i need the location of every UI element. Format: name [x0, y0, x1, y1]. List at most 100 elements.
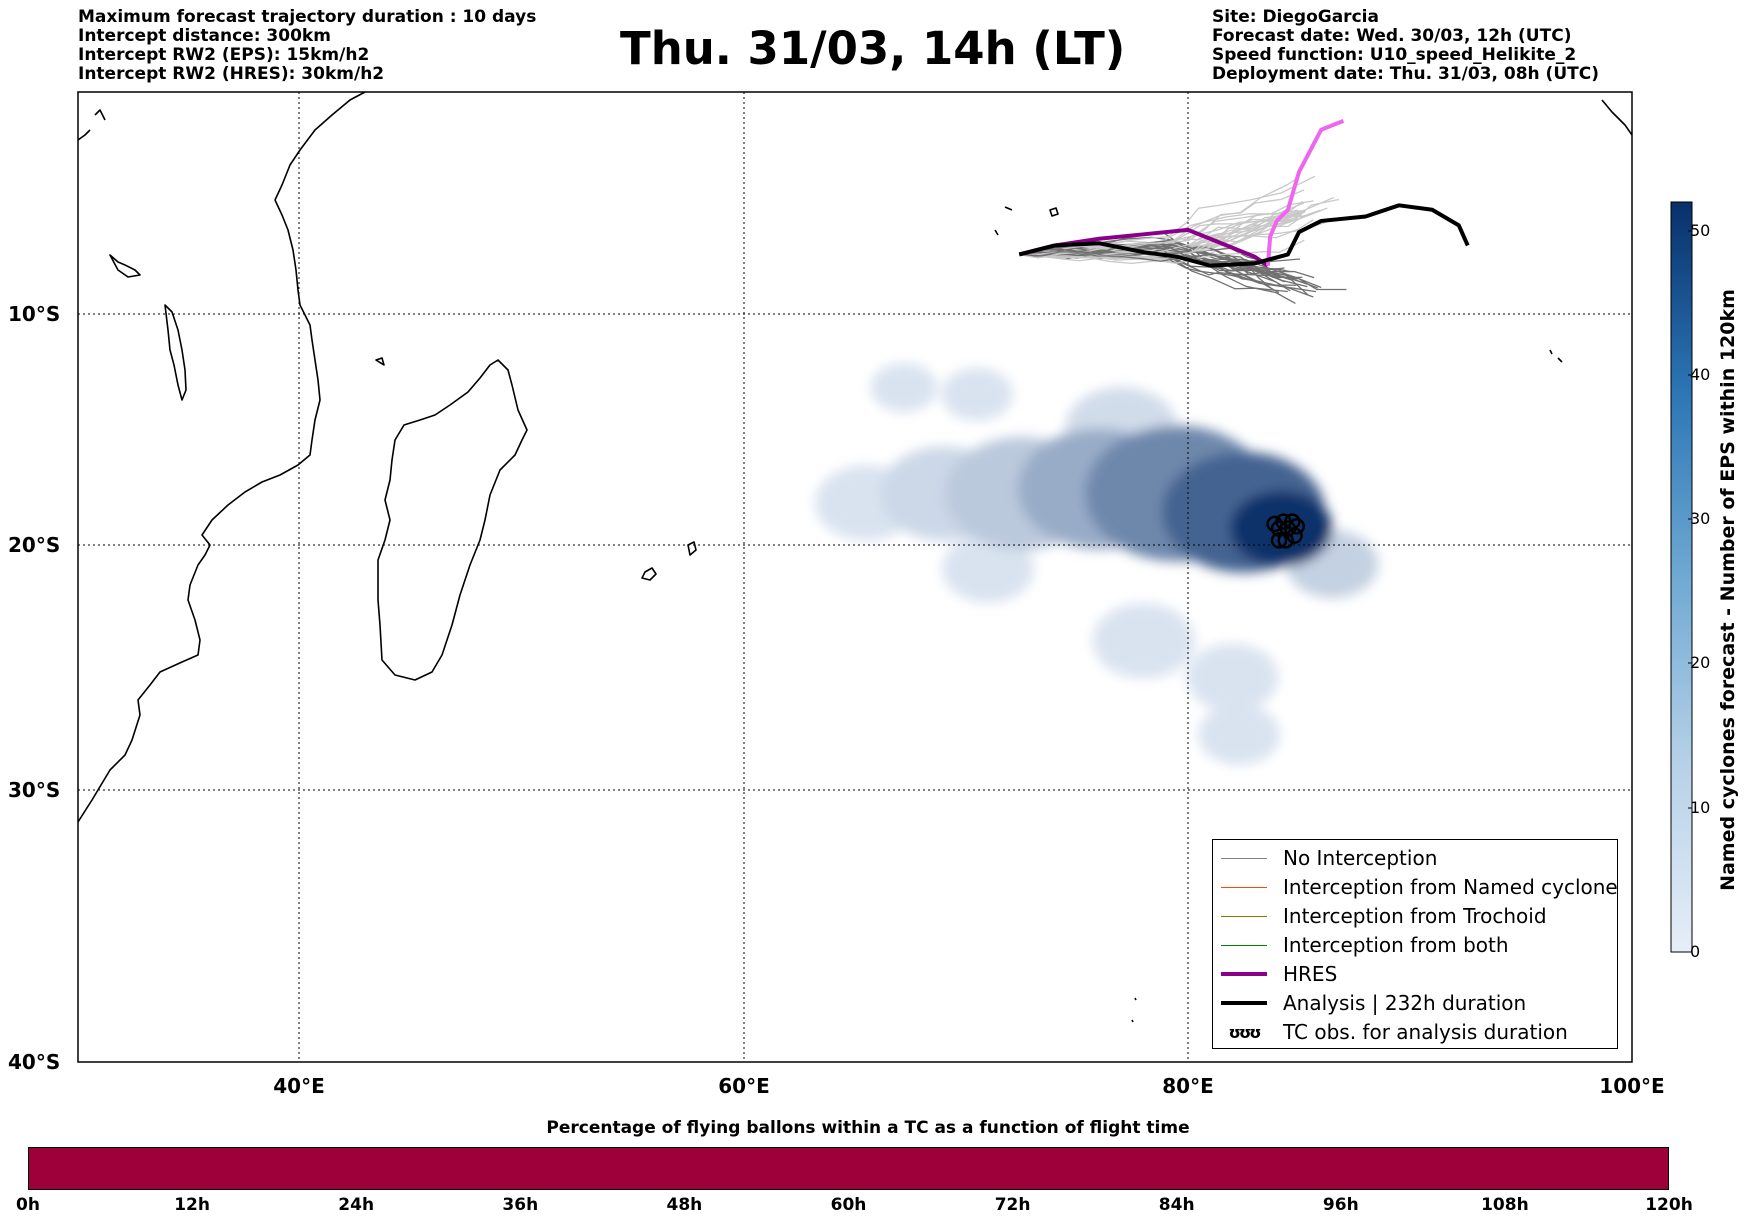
tc-percentage-fill [29, 1148, 1668, 1189]
legend-label: Interception from Trochoid [1283, 904, 1547, 928]
lat-label-30s: 30°S [8, 778, 61, 802]
progress-tick-label: 24h [338, 1195, 375, 1215]
colorbar [1670, 201, 1693, 953]
legend-item: Analysis | 232h duration [1221, 989, 1526, 1017]
analysis-track [1018, 203, 1470, 268]
colorbar-tick-30: 30 [1690, 509, 1711, 528]
madagascar-coastline [377, 359, 528, 681]
map-frame [77, 91, 1633, 1063]
colorbar-tick-0: 0 [1690, 942, 1701, 961]
header-left-line-1: Intercept distance: 300km [78, 26, 331, 46]
tc-obs-symbol-icon: ʊʊʊ [1228, 1022, 1261, 1042]
legend-item: ʊʊʊ TC obs. for analysis duration [1221, 1018, 1568, 1046]
header-right-line-3: Deployment date: Thu. 31/03, 08h (UTC) [1212, 64, 1599, 84]
hres-track-late [1265, 118, 1345, 266]
progress-tick-label: 120h [1645, 1195, 1693, 1215]
progress-tick-label: 12h [174, 1195, 210, 1215]
legend-label: TC obs. for analysis duration [1283, 1020, 1568, 1044]
legend-swatch [1221, 972, 1267, 976]
lake-outline [164, 304, 187, 401]
island-mauritius [641, 567, 657, 581]
coastlines [78, 92, 1632, 1023]
density-blob [942, 534, 1035, 603]
legend-swatch [1221, 915, 1267, 917]
ensemble-trajectory [1019, 245, 1296, 305]
legend-swatch [1221, 944, 1267, 946]
density-blob [1092, 603, 1195, 679]
progress-tick-label: 108h [1481, 1195, 1529, 1215]
density-blob [870, 363, 938, 413]
legend-label: No Interception [1283, 846, 1438, 870]
island-east [1549, 349, 1563, 363]
density-blob [1186, 643, 1279, 712]
colorbar-ticks [1688, 230, 1692, 953]
lon-label-80e: 80°E [1162, 1074, 1214, 1098]
legend-item: Interception from Named cyclone [1221, 873, 1618, 901]
legend-item: HRES [1221, 960, 1337, 988]
island-comoros [375, 357, 385, 366]
island-sri [1049, 207, 1059, 217]
map-legend: No Interception Interception from Named c… [1212, 839, 1618, 1049]
island-amsterdam [1131, 997, 1137, 1023]
legend-item: Interception from Trochoid [1221, 902, 1547, 930]
density-blob [1198, 704, 1280, 765]
legend-label: Analysis | 232h duration [1283, 991, 1527, 1015]
colorbar-tick-50: 50 [1690, 221, 1711, 240]
island-reunion [687, 541, 697, 556]
colorbar-tick-10: 10 [1690, 798, 1711, 817]
tc-obs-marker [1277, 532, 1294, 549]
lat-label-10s: 10°S [8, 302, 61, 326]
page-title: Thu. 31/03, 14h (LT) [620, 22, 1126, 75]
ensemble-trajectory [1019, 214, 1302, 256]
africa-coast-north [78, 109, 106, 141]
header-right-line-1: Forecast date: Wed. 30/03, 12h (UTC) [1212, 26, 1572, 46]
map-area [78, 92, 1632, 1062]
header-left-line-0: Maximum forecast trajectory duration : 1… [78, 7, 537, 27]
header-left-line-2: Intercept RW2 (EPS): 15km/h2 [78, 45, 370, 65]
tc-observations [1266, 513, 1306, 549]
ensemble-trajectory [1019, 248, 1317, 293]
legend-item: No Interception [1221, 844, 1437, 872]
africa-coastline [78, 92, 366, 823]
lon-label-60e: 60°E [718, 1074, 770, 1098]
ensemble-trajectory [1019, 218, 1294, 265]
progress-tick-label: 0h [16, 1195, 40, 1215]
colorbar-tick-20: 20 [1690, 653, 1711, 672]
progress-tick-label: 60h [830, 1195, 867, 1215]
legend-swatch [1221, 857, 1267, 859]
header-left-line-3: Intercept RW2 (HRES): 30km/h2 [78, 64, 385, 84]
tc-percentage-bar [28, 1147, 1669, 1190]
lake-victoria [109, 254, 141, 278]
progress-tick-label: 84h [1158, 1195, 1195, 1215]
lat-label-40s: 40°S [8, 1050, 61, 1074]
legend-label: Interception from both [1283, 933, 1509, 957]
lon-label-100e: 100°E [1599, 1074, 1665, 1098]
legend-item: Interception from both [1221, 931, 1509, 959]
ensemble-trajectory [1019, 247, 1291, 273]
lat-label-20s: 20°S [8, 533, 61, 557]
colorbar-title: Named cyclones forecast - Number of EPS … [1717, 289, 1739, 891]
legend-label: HRES [1283, 962, 1338, 986]
lon-label-40e: 40°E [273, 1074, 325, 1098]
progress-title: Percentage of flying ballons within a TC… [546, 1118, 1190, 1138]
progress-tick-label: 36h [502, 1195, 539, 1215]
tc-obs-marker [1286, 527, 1303, 544]
legend-swatch [1221, 1001, 1267, 1005]
header-right-line-0: Site: DiegoGarcia [1212, 7, 1379, 27]
cyclone-density-field [815, 363, 1379, 765]
progress-tick-label: 48h [666, 1195, 703, 1215]
colorbar-tick-40: 40 [1690, 365, 1711, 384]
header-right-info: Site: DiegoGarcia Forecast date: Wed. 30/… [1212, 8, 1599, 84]
density-blob [941, 367, 1013, 421]
progress-tick-label: 72h [994, 1195, 1031, 1215]
progress-tick-label: 96h [1322, 1195, 1359, 1215]
legend-swatch [1221, 886, 1267, 888]
header-left-info: Maximum forecast trajectory duration : 1… [78, 8, 536, 84]
tc-obs-marker [1288, 518, 1306, 535]
header-right-line-2: Speed function: U10_speed_Helikite_2 [1212, 45, 1577, 65]
legend-label: Interception from Named cyclone [1283, 875, 1618, 899]
island-group [994, 206, 1013, 236]
island-indonesia-edge [1601, 99, 1632, 136]
tc-obs-marker [1270, 532, 1288, 549]
